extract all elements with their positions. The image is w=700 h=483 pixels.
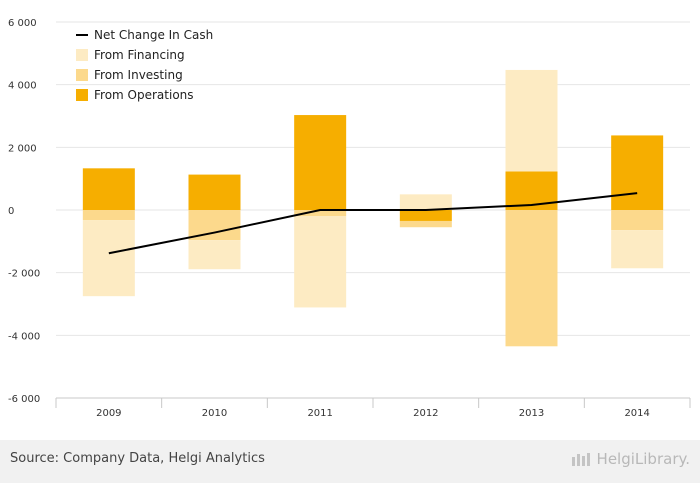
legend-label: Net Change In Cash (94, 28, 213, 42)
x-tick-label: 2011 (307, 408, 332, 419)
y-tick-label: -6 000 (8, 394, 40, 405)
x-tick-label: 2010 (202, 408, 227, 419)
x-tick-label: 2009 (96, 408, 121, 419)
bar-series (82, 69, 664, 347)
legend-swatch (76, 49, 88, 61)
bar-from-investing[interactable] (294, 210, 347, 217)
bar-from-operations[interactable] (611, 135, 664, 210)
y-tick-label: 0 (8, 206, 14, 217)
line-net-change-in-cash[interactable] (108, 192, 638, 255)
legend-label: From Operations (94, 88, 194, 102)
bar-from-financing[interactable] (188, 240, 241, 270)
bar-from-operations[interactable] (294, 115, 347, 210)
bar-from-financing[interactable] (611, 230, 664, 269)
bar-from-financing[interactable] (294, 216, 347, 308)
y-tick-label: 6 000 (8, 18, 37, 29)
legend-item[interactable]: From Investing (76, 68, 183, 82)
bar-from-operations[interactable] (82, 168, 135, 210)
bar-from-operations[interactable] (399, 210, 452, 221)
x-axis: 2009 2010 2011 2012 2013 2014 (55, 398, 691, 419)
library-icon (571, 453, 590, 466)
footer: Source: Company Data, Helgi Analytics He… (0, 440, 700, 483)
bar-from-operations[interactable] (188, 174, 241, 210)
bar-from-investing[interactable] (505, 210, 558, 347)
bar-from-investing[interactable] (611, 210, 664, 231)
x-tick-label: 2013 (519, 408, 544, 419)
x-tick-label: 2014 (624, 408, 649, 419)
y-tick-label: -2 000 (8, 269, 40, 280)
legend-item[interactable]: Net Change In Cash (76, 28, 213, 42)
legend-swatch (76, 89, 88, 101)
x-tick-label: 2012 (413, 408, 438, 419)
source-text: Source: Company Data, Helgi Analytics (10, 451, 265, 466)
legend: Net Change In Cash From Financing From Inv… (76, 28, 213, 102)
bar-from-financing[interactable] (399, 194, 452, 210)
brand-logo[interactable]: HelgiLibrary. (571, 450, 690, 468)
y-tick-label: 2 000 (8, 143, 37, 154)
bar-from-financing[interactable] (505, 69, 558, 172)
y-axis: 6 000 4 000 2 000 0 -2 000 -4 000 -6 000 (8, 18, 40, 405)
legend-swatch (76, 69, 88, 81)
legend-item[interactable]: From Operations (76, 88, 194, 102)
bar-from-investing[interactable] (82, 210, 135, 221)
legend-label: From Financing (94, 48, 185, 62)
bar-from-investing[interactable] (399, 220, 452, 228)
bar-from-financing[interactable] (82, 220, 135, 297)
legend-item[interactable]: From Financing (76, 48, 185, 62)
y-tick-label: -4 000 (8, 331, 40, 342)
brand-text: HelgiLibrary. (596, 450, 690, 468)
legend-label: From Investing (94, 68, 183, 82)
y-tick-label: 4 000 (8, 81, 37, 92)
line-series (108, 192, 638, 255)
